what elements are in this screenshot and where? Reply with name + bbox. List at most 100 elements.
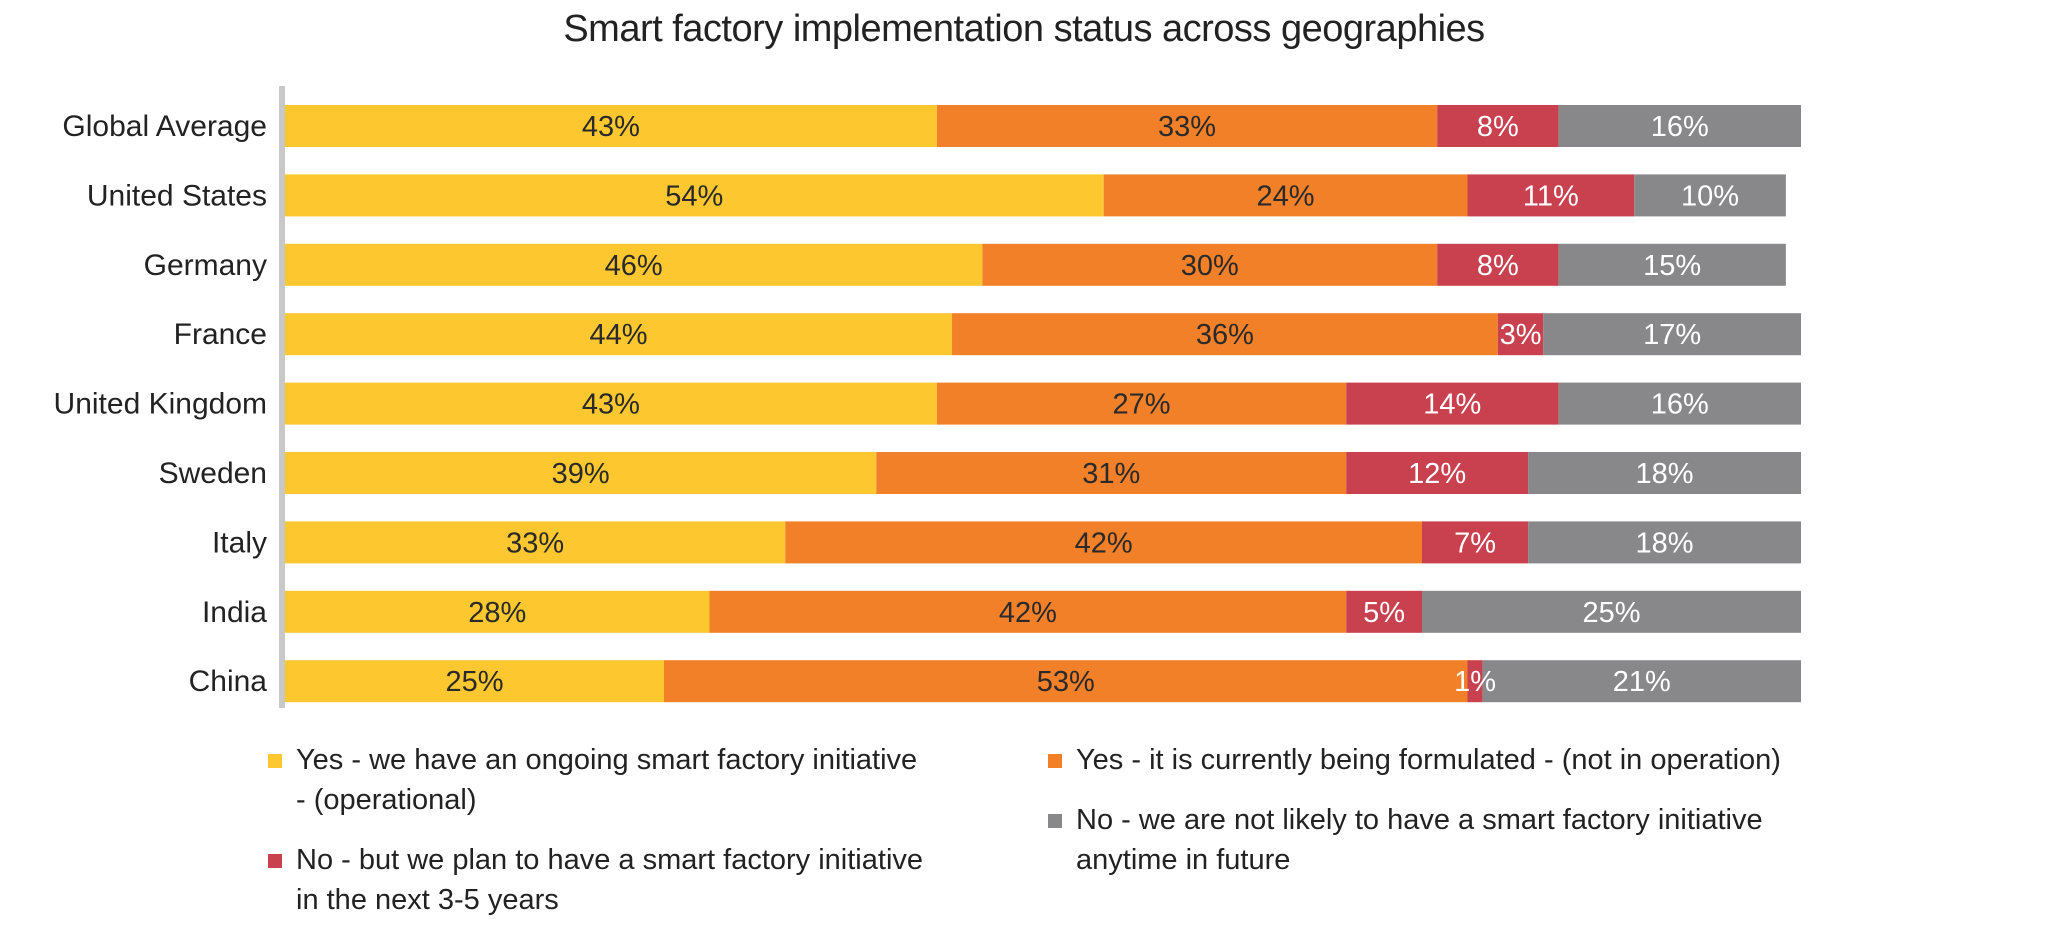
category-label-global-average: Global Average bbox=[62, 110, 267, 143]
bar-segment-germany-s3 bbox=[1437, 243, 1559, 286]
legend-item-1: Yes - we have an ongoing smart factory i… bbox=[268, 740, 917, 820]
data-label-germany-s3: 8% bbox=[1477, 250, 1519, 282]
data-label-germany-s1: 46% bbox=[605, 250, 663, 282]
data-label-italy-s1: 33% bbox=[506, 527, 564, 559]
data-label-italy-s4: 18% bbox=[1636, 527, 1694, 559]
stacked-bar-chart: Global Average 43% 33% 8% 16% United States 54… bbox=[54, 86, 1801, 708]
data-label-global-average-s1: 43% bbox=[582, 111, 640, 143]
data-label-sweden-s4: 18% bbox=[1636, 458, 1694, 490]
category-label-india: India bbox=[202, 596, 267, 629]
data-label-global-average-s3: 8% bbox=[1477, 111, 1519, 143]
bar-segment-india-s4 bbox=[1422, 590, 1801, 633]
bar-segment-china-s1 bbox=[285, 660, 664, 703]
bar-segment-united-states-s2 bbox=[1103, 174, 1468, 217]
bar-segment-global-average-s1 bbox=[285, 105, 937, 147]
legend-label: No - but we plan to have a smart factory… bbox=[296, 840, 923, 920]
legend-swatch bbox=[268, 854, 282, 868]
data-label-france-s1: 44% bbox=[589, 319, 647, 351]
labels-layer: Global Average 43% 33% 8% 16% United States 54… bbox=[54, 110, 1740, 698]
data-label-sweden-s1: 39% bbox=[552, 458, 610, 490]
data-label-germany-s2: 30% bbox=[1181, 250, 1239, 282]
legend-label-line: No - but we plan to have a smart factory… bbox=[296, 844, 924, 876]
data-label-china-s2: 53% bbox=[1037, 666, 1095, 698]
bar-segment-italy-s3 bbox=[1422, 521, 1529, 564]
bar-segment-france-s2 bbox=[952, 313, 1498, 356]
category-label-france: France bbox=[174, 318, 267, 351]
legend-label-line: No - we are not likely to have a smart f… bbox=[1076, 804, 1763, 836]
category-label-china: China bbox=[189, 665, 268, 698]
legend-item-2: Yes - it is currently being formulated -… bbox=[1048, 740, 1781, 780]
bar-segment-italy-s2 bbox=[785, 521, 1422, 564]
legend-label-line: anytime in future bbox=[1076, 844, 1291, 876]
bar-segment-united-kingdom-s4 bbox=[1558, 382, 1801, 425]
data-label-china-s3: 1% bbox=[1454, 666, 1496, 698]
data-label-germany-s4: 15% bbox=[1643, 250, 1701, 282]
data-label-india-s1: 28% bbox=[468, 597, 526, 629]
legend-label: Yes - we have an ongoing smart factory i… bbox=[296, 740, 917, 820]
category-label-germany: Germany bbox=[144, 249, 267, 282]
bar-segment-sweden-s2 bbox=[876, 452, 1347, 494]
data-label-china-s1: 25% bbox=[445, 666, 503, 698]
data-label-sweden-s2: 31% bbox=[1082, 458, 1140, 490]
data-label-global-average-s2: 33% bbox=[1158, 111, 1216, 143]
legend: Yes - we have an ongoing smart factory i… bbox=[0, 740, 2048, 934]
data-label-united-states-s1: 54% bbox=[665, 180, 723, 212]
category-label-italy: Italy bbox=[212, 526, 267, 559]
data-label-united-kingdom-s1: 43% bbox=[582, 389, 640, 421]
data-label-united-kingdom-s4: 16% bbox=[1651, 389, 1709, 421]
data-label-united-states-s3: 11% bbox=[1523, 180, 1579, 212]
bar-segment-france-s4 bbox=[1543, 313, 1801, 356]
legend-label-line: - (operational) bbox=[296, 784, 477, 816]
bar-segment-china-s3 bbox=[1467, 660, 1483, 703]
data-label-france-s4: 17% bbox=[1643, 319, 1701, 351]
bar-segment-italy-s1 bbox=[285, 521, 786, 564]
data-label-china-s4: 21% bbox=[1613, 666, 1671, 698]
category-label-united-states: United States bbox=[87, 179, 267, 212]
legend-label: No - we are not likely to have a smart f… bbox=[1076, 800, 1763, 880]
legend-item-3: No - but we plan to have a smart factory… bbox=[268, 840, 923, 920]
bar-segment-united-states-s1 bbox=[285, 174, 1104, 217]
bar-segment-global-average-s2 bbox=[936, 105, 1438, 147]
bar-segment-united-states-s3 bbox=[1467, 174, 1635, 217]
data-label-india-s2: 42% bbox=[999, 597, 1057, 629]
bar-segment-france-s1 bbox=[285, 313, 953, 356]
bar-segment-global-average-s4 bbox=[1558, 105, 1801, 147]
data-label-france-s3: 3% bbox=[1500, 319, 1542, 351]
legend-label-line: in the next 3-5 years bbox=[296, 884, 559, 916]
bar-segment-united-kingdom-s3 bbox=[1346, 382, 1559, 425]
bar-segment-germany-s4 bbox=[1558, 243, 1786, 286]
data-label-india-s3: 5% bbox=[1363, 597, 1405, 629]
bar-segment-italy-s4 bbox=[1528, 521, 1801, 564]
data-label-italy-s2: 42% bbox=[1075, 527, 1133, 559]
data-label-united-states-s4: 10% bbox=[1681, 180, 1739, 212]
bar-segment-sweden-s1 bbox=[285, 452, 877, 494]
legend-label-line: Yes - it is currently being formulated -… bbox=[1076, 744, 1781, 776]
category-label-united-kingdom: United Kingdom bbox=[54, 388, 267, 421]
legend-label: Yes - it is currently being formulated -… bbox=[1076, 740, 1781, 780]
bar-segment-india-s2 bbox=[709, 590, 1347, 633]
data-label-united-states-s2: 24% bbox=[1257, 180, 1315, 212]
legend-swatch bbox=[268, 754, 282, 768]
legend-label-line: Yes - we have an ongoing smart factory i… bbox=[296, 744, 918, 776]
bar-segment-india-s3 bbox=[1346, 590, 1422, 633]
bar-segment-sweden-s4 bbox=[1528, 452, 1801, 494]
legend-item-4: No - we are not likely to have a smart f… bbox=[1048, 800, 1763, 880]
bar-segment-global-average-s3 bbox=[1437, 105, 1559, 147]
bar-segment-sweden-s3 bbox=[1346, 452, 1529, 494]
bars-layer bbox=[285, 105, 1801, 703]
data-label-italy-s3: 7% bbox=[1454, 527, 1496, 559]
bar-segment-united-kingdom-s2 bbox=[936, 382, 1347, 425]
legend-swatch bbox=[1048, 754, 1062, 768]
bar-segment-germany-s2 bbox=[982, 243, 1438, 286]
data-label-global-average-s4: 16% bbox=[1651, 111, 1709, 143]
data-label-france-s2: 36% bbox=[1196, 319, 1254, 351]
bar-segment-united-states-s4 bbox=[1634, 174, 1786, 217]
legend-swatch bbox=[1048, 814, 1062, 828]
data-label-india-s4: 25% bbox=[1582, 597, 1640, 629]
data-label-sweden-s3: 12% bbox=[1408, 458, 1466, 490]
bar-segment-china-s4 bbox=[1482, 660, 1801, 703]
data-label-united-kingdom-s3: 14% bbox=[1423, 389, 1481, 421]
bar-segment-china-s2 bbox=[664, 660, 1468, 703]
category-label-sweden: Sweden bbox=[159, 457, 267, 490]
bar-segment-india-s1 bbox=[285, 590, 710, 633]
